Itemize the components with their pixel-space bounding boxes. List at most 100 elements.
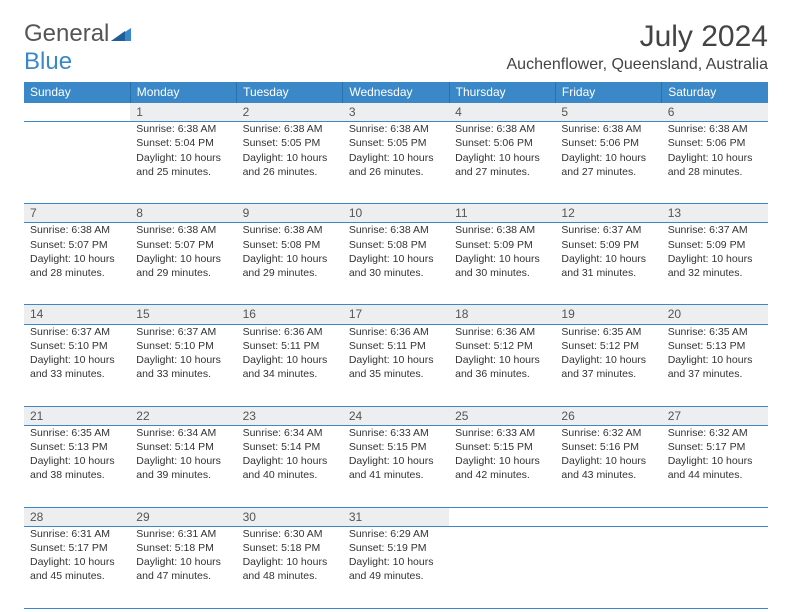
- daylight-line: Daylight: 10 hours and 29 minutes.: [136, 252, 230, 280]
- day-detail-cell: Sunrise: 6:38 AMSunset: 5:06 PMDaylight:…: [449, 122, 555, 204]
- sunset-line: Sunset: 5:06 PM: [561, 136, 655, 150]
- day-number-cell: 12: [555, 204, 661, 223]
- day-detail-cell: Sunrise: 6:36 AMSunset: 5:11 PMDaylight:…: [343, 324, 449, 406]
- daylight-line: Daylight: 10 hours and 41 minutes.: [349, 454, 443, 482]
- day-detail-cell: [24, 122, 130, 204]
- week-daynum-row: 14151617181920: [24, 305, 768, 324]
- daylight-line: Daylight: 10 hours and 33 minutes.: [136, 353, 230, 381]
- sunrise-line: Sunrise: 6:32 AM: [668, 426, 762, 440]
- logo-text: GeneralBlue: [24, 20, 131, 76]
- sunrise-line: Sunrise: 6:30 AM: [243, 527, 337, 541]
- sunrise-line: Sunrise: 6:34 AM: [243, 426, 337, 440]
- day-detail-cell: Sunrise: 6:38 AMSunset: 5:06 PMDaylight:…: [662, 122, 768, 204]
- sunrise-line: Sunrise: 6:29 AM: [349, 527, 443, 541]
- sunrise-line: Sunrise: 6:37 AM: [136, 325, 230, 339]
- sunrise-line: Sunrise: 6:31 AM: [30, 527, 124, 541]
- daylight-line: Daylight: 10 hours and 49 minutes.: [349, 555, 443, 583]
- day-detail-cell: Sunrise: 6:34 AMSunset: 5:14 PMDaylight:…: [237, 425, 343, 507]
- daylight-line: Daylight: 10 hours and 29 minutes.: [243, 252, 337, 280]
- sunrise-line: Sunrise: 6:32 AM: [561, 426, 655, 440]
- day-detail-cell: Sunrise: 6:37 AMSunset: 5:10 PMDaylight:…: [130, 324, 236, 406]
- sunset-line: Sunset: 5:19 PM: [349, 541, 443, 555]
- sunrise-line: Sunrise: 6:36 AM: [243, 325, 337, 339]
- sunrise-line: Sunrise: 6:38 AM: [243, 223, 337, 237]
- sunrise-line: Sunrise: 6:38 AM: [136, 223, 230, 237]
- weekday-header: Monday: [130, 82, 236, 103]
- day-number-cell: 22: [130, 406, 236, 425]
- day-number-cell: 26: [555, 406, 661, 425]
- day-number-cell: 14: [24, 305, 130, 324]
- daylight-line: Daylight: 10 hours and 37 minutes.: [561, 353, 655, 381]
- sunrise-line: Sunrise: 6:37 AM: [561, 223, 655, 237]
- day-detail-cell: Sunrise: 6:29 AMSunset: 5:19 PMDaylight:…: [343, 526, 449, 608]
- day-detail-cell: Sunrise: 6:38 AMSunset: 5:07 PMDaylight:…: [24, 223, 130, 305]
- sunrise-line: Sunrise: 6:35 AM: [561, 325, 655, 339]
- week-daynum-row: 21222324252627: [24, 406, 768, 425]
- day-detail-cell: Sunrise: 6:38 AMSunset: 5:06 PMDaylight:…: [555, 122, 661, 204]
- sunset-line: Sunset: 5:11 PM: [349, 339, 443, 353]
- day-detail-cell: Sunrise: 6:35 AMSunset: 5:13 PMDaylight:…: [24, 425, 130, 507]
- daylight-line: Daylight: 10 hours and 28 minutes.: [668, 151, 762, 179]
- day-number-cell: 10: [343, 204, 449, 223]
- daylight-line: Daylight: 10 hours and 42 minutes.: [455, 454, 549, 482]
- day-detail-cell: Sunrise: 6:38 AMSunset: 5:05 PMDaylight:…: [343, 122, 449, 204]
- day-detail-cell: Sunrise: 6:35 AMSunset: 5:12 PMDaylight:…: [555, 324, 661, 406]
- sunset-line: Sunset: 5:09 PM: [668, 238, 762, 252]
- sunset-line: Sunset: 5:15 PM: [455, 440, 549, 454]
- logo-triangle-icon: [111, 20, 131, 48]
- sunset-line: Sunset: 5:18 PM: [136, 541, 230, 555]
- day-number-cell: [555, 507, 661, 526]
- sunrise-line: Sunrise: 6:38 AM: [349, 122, 443, 136]
- daylight-line: Daylight: 10 hours and 25 minutes.: [136, 151, 230, 179]
- day-number-cell: 9: [237, 204, 343, 223]
- daylight-line: Daylight: 10 hours and 26 minutes.: [349, 151, 443, 179]
- sunset-line: Sunset: 5:17 PM: [668, 440, 762, 454]
- week-daynum-row: 78910111213: [24, 204, 768, 223]
- daylight-line: Daylight: 10 hours and 30 minutes.: [349, 252, 443, 280]
- sunset-line: Sunset: 5:13 PM: [30, 440, 124, 454]
- day-detail-cell: Sunrise: 6:34 AMSunset: 5:14 PMDaylight:…: [130, 425, 236, 507]
- day-number-cell: 31: [343, 507, 449, 526]
- day-detail-cell: Sunrise: 6:38 AMSunset: 5:07 PMDaylight:…: [130, 223, 236, 305]
- sunrise-line: Sunrise: 6:38 AM: [243, 122, 337, 136]
- day-number-cell: [449, 507, 555, 526]
- weekday-header: Thursday: [449, 82, 555, 103]
- logo-word1: General: [24, 20, 109, 47]
- day-number-cell: 30: [237, 507, 343, 526]
- day-detail-cell: Sunrise: 6:31 AMSunset: 5:18 PMDaylight:…: [130, 526, 236, 608]
- day-detail-cell: Sunrise: 6:37 AMSunset: 5:09 PMDaylight:…: [555, 223, 661, 305]
- day-detail-cell: Sunrise: 6:33 AMSunset: 5:15 PMDaylight:…: [449, 425, 555, 507]
- sunset-line: Sunset: 5:09 PM: [561, 238, 655, 252]
- sunset-line: Sunset: 5:06 PM: [668, 136, 762, 150]
- sunset-line: Sunset: 5:05 PM: [243, 136, 337, 150]
- sunrise-line: Sunrise: 6:38 AM: [561, 122, 655, 136]
- day-detail-cell: Sunrise: 6:32 AMSunset: 5:16 PMDaylight:…: [555, 425, 661, 507]
- sunset-line: Sunset: 5:18 PM: [243, 541, 337, 555]
- daylight-line: Daylight: 10 hours and 27 minutes.: [561, 151, 655, 179]
- daylight-line: Daylight: 10 hours and 47 minutes.: [136, 555, 230, 583]
- day-detail-cell: Sunrise: 6:35 AMSunset: 5:13 PMDaylight:…: [662, 324, 768, 406]
- day-detail-cell: Sunrise: 6:38 AMSunset: 5:05 PMDaylight:…: [237, 122, 343, 204]
- daylight-line: Daylight: 10 hours and 44 minutes.: [668, 454, 762, 482]
- daylight-line: Daylight: 10 hours and 39 minutes.: [136, 454, 230, 482]
- day-detail-cell: Sunrise: 6:38 AMSunset: 5:04 PMDaylight:…: [130, 122, 236, 204]
- sunset-line: Sunset: 5:07 PM: [136, 238, 230, 252]
- day-number-cell: 21: [24, 406, 130, 425]
- sunset-line: Sunset: 5:08 PM: [349, 238, 443, 252]
- sunrise-line: Sunrise: 6:35 AM: [30, 426, 124, 440]
- sunrise-line: Sunrise: 6:34 AM: [136, 426, 230, 440]
- sunset-line: Sunset: 5:06 PM: [455, 136, 549, 150]
- sunrise-line: Sunrise: 6:33 AM: [349, 426, 443, 440]
- day-number-cell: 8: [130, 204, 236, 223]
- day-detail-cell: Sunrise: 6:36 AMSunset: 5:11 PMDaylight:…: [237, 324, 343, 406]
- sunset-line: Sunset: 5:09 PM: [455, 238, 549, 252]
- day-number-cell: 18: [449, 305, 555, 324]
- week-detail-row: Sunrise: 6:35 AMSunset: 5:13 PM Daylight:…: [24, 425, 768, 507]
- logo-word2: Blue: [24, 48, 72, 75]
- daylight-line: Daylight: 10 hours and 40 minutes.: [243, 454, 337, 482]
- daylight-line: Daylight: 10 hours and 48 minutes.: [243, 555, 337, 583]
- day-number-cell: [24, 103, 130, 122]
- sunrise-line: Sunrise: 6:38 AM: [455, 122, 549, 136]
- day-detail-cell: Sunrise: 6:38 AMSunset: 5:08 PMDaylight:…: [343, 223, 449, 305]
- daylight-line: Daylight: 10 hours and 34 minutes.: [243, 353, 337, 381]
